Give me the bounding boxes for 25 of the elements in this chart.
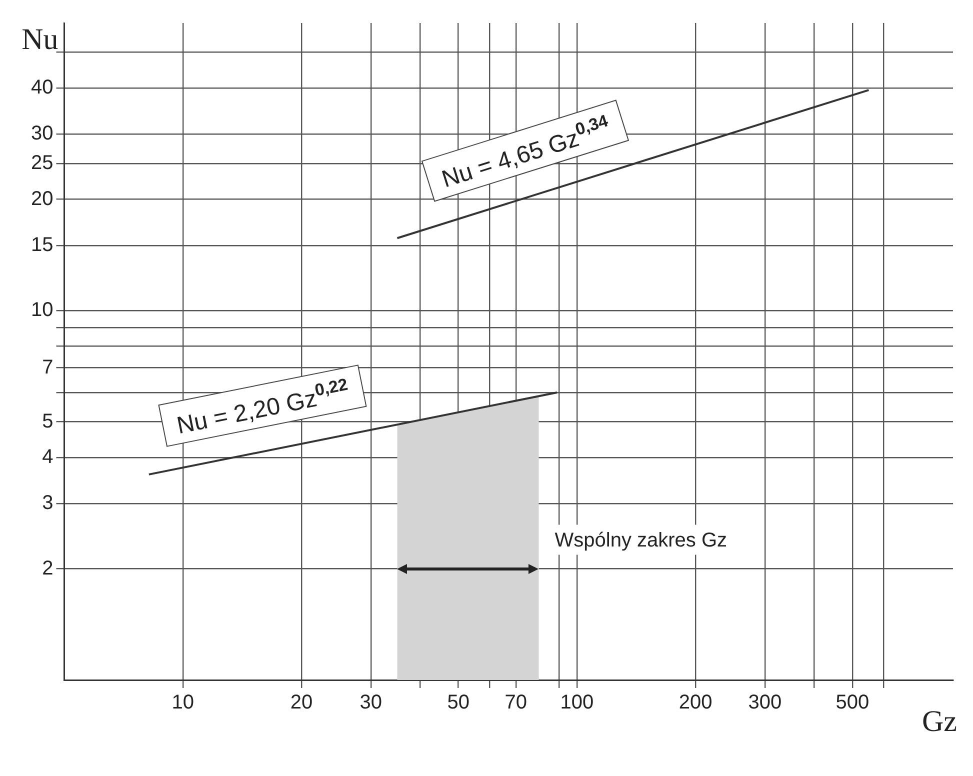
x-tick-label: 300 xyxy=(748,692,782,714)
x-tick-label: 30 xyxy=(360,692,382,714)
x-tick-label: 200 xyxy=(678,692,712,714)
y-tick-label: 5 xyxy=(42,410,54,432)
y-axis-title: Nu xyxy=(22,22,58,56)
y-tick-label: 40 xyxy=(30,76,54,99)
y-tick-label: 4 xyxy=(42,446,54,468)
y-tick-label: 2 xyxy=(42,557,54,580)
x-tick-label: 70 xyxy=(504,692,528,714)
x-axis-title: Gz xyxy=(922,704,957,738)
y-tick-label: 20 xyxy=(30,188,54,210)
annotation: Wspólny zakres Gz xyxy=(554,529,728,552)
x-tick-label: 10 xyxy=(172,692,194,714)
x-tick-label: 20 xyxy=(290,692,313,714)
x-tick-label: 500 xyxy=(836,692,870,714)
y-tick-label: 15 xyxy=(30,234,54,256)
x-tick-label: 100 xyxy=(560,692,594,714)
y-tick-label: 10 xyxy=(30,299,54,322)
y-tick-label: 7 xyxy=(42,356,54,378)
x-tick-label: 50 xyxy=(447,692,470,714)
annotation: Nu = 2,20 Gz0,22 xyxy=(174,374,350,440)
y-tick-label: 25 xyxy=(30,152,54,174)
y-tick-label: 30 xyxy=(30,122,54,145)
y-tick-label: 3 xyxy=(42,492,54,514)
annotation: Nu = 4,65 Gz0,34 xyxy=(438,111,611,194)
